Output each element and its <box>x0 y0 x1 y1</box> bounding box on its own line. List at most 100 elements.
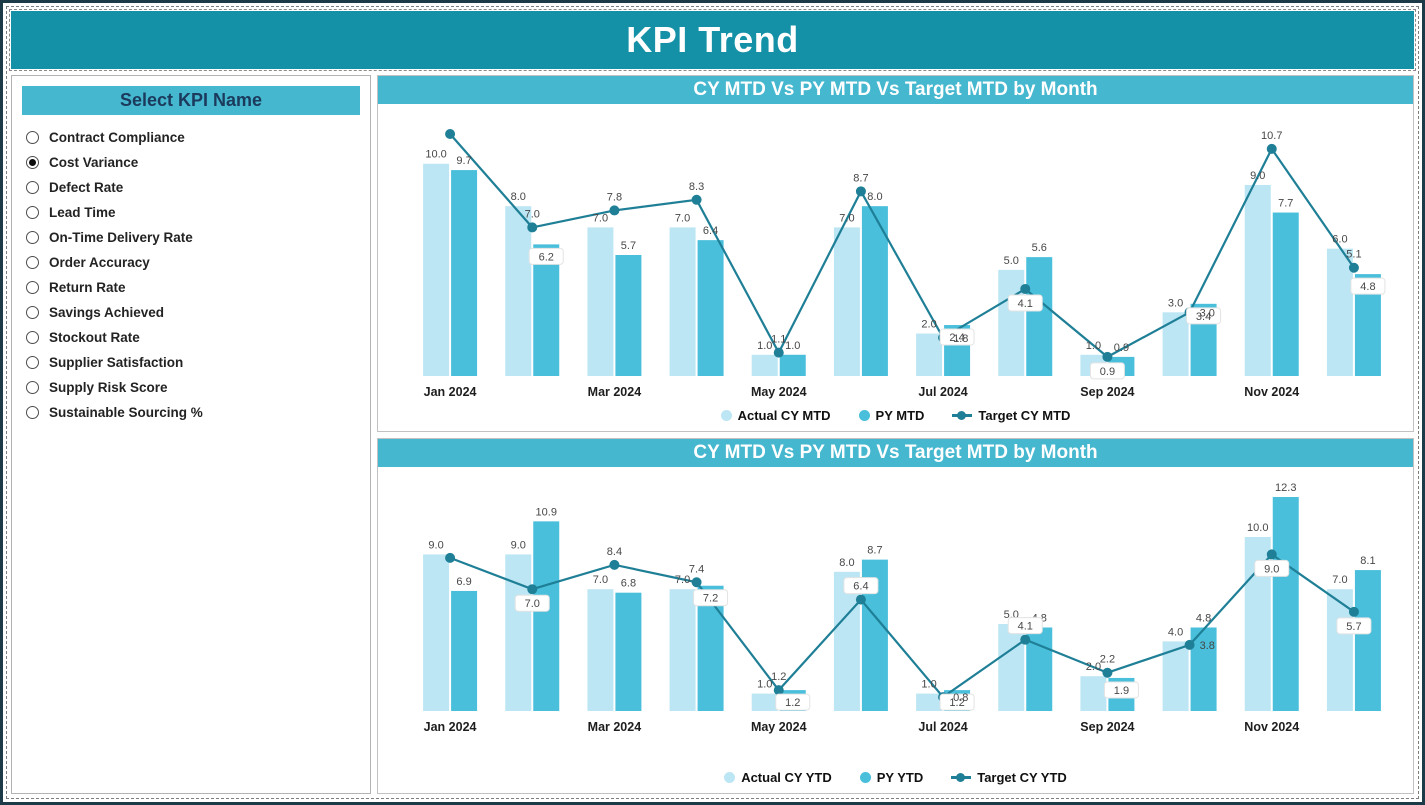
kpi-option-return-rate[interactable]: Return Rate <box>20 275 362 300</box>
bar-actual-cy-mtd[interactable] <box>669 227 696 376</box>
mtd-combo-chart[interactable]: 10.0 8.0 7.0 7.0 1.0 7.0 2.0 5.0 1.0 3.0 9.0 6.0 9.7… <box>381 108 1411 405</box>
target-line-marker[interactable] <box>608 205 619 216</box>
kpi-option-supply-risk-score[interactable]: Supply Risk Score <box>20 375 362 400</box>
bar-py-ytd[interactable] <box>614 592 641 711</box>
radio-selected-icon[interactable] <box>26 156 39 169</box>
target-line-marker[interactable] <box>855 594 866 605</box>
bar-py-ytd[interactable] <box>532 520 559 711</box>
bar-py-mtd[interactable] <box>532 244 559 376</box>
bar-py-ytd[interactable] <box>1272 496 1299 711</box>
bar-actual-cy-ytd[interactable] <box>833 571 860 711</box>
legend-py-ytd[interactable]: PY YTD <box>859 770 923 785</box>
bar-actual-cy-mtd[interactable] <box>1162 312 1189 376</box>
target-line-marker[interactable] <box>1266 548 1277 559</box>
mtd-chart-legend: Actual CY MTD PY MTD Target CY MTD <box>378 405 1413 431</box>
target-line-marker[interactable] <box>1184 639 1195 650</box>
legend-py-mtd[interactable]: PY MTD <box>858 408 924 423</box>
target-line-marker[interactable] <box>1348 606 1359 617</box>
kpi-option-cost-variance[interactable]: Cost Variance <box>20 150 362 175</box>
bar-actual-cy-ytd[interactable] <box>997 623 1024 711</box>
kpi-option-defect-rate[interactable]: Defect Rate <box>20 175 362 200</box>
target-line[interactable] <box>449 552 1355 699</box>
bar-py-mtd[interactable] <box>697 240 724 376</box>
legend-actual-cy-mtd[interactable]: Actual CY MTD <box>720 408 831 423</box>
bar-actual-cy-mtd[interactable] <box>833 227 860 376</box>
value-label: 1.0 <box>1085 340 1100 352</box>
bar-actual-cy-mtd[interactable] <box>751 354 778 376</box>
bar-py-ytd[interactable] <box>697 585 724 711</box>
legend-actual-cy-ytd[interactable]: Actual CY YTD <box>724 770 832 785</box>
bar-actual-cy-mtd[interactable] <box>586 227 613 376</box>
bar-actual-cy-ytd[interactable] <box>915 693 942 711</box>
label-background <box>514 594 550 612</box>
bar-actual-cy-ytd[interactable] <box>1079 675 1106 711</box>
bar-py-mtd[interactable] <box>779 354 806 376</box>
legend-target-cy-ytd[interactable]: Target CY YTD <box>951 770 1067 785</box>
kpi-option-on-time-delivery-rate[interactable]: On-Time Delivery Rate <box>20 225 362 250</box>
kpi-option-stockout-rate[interactable]: Stockout Rate <box>20 325 362 350</box>
bar-py-mtd[interactable] <box>614 255 641 376</box>
bar-py-ytd[interactable] <box>1354 569 1381 711</box>
radio-icon[interactable] <box>26 281 39 294</box>
radio-icon[interactable] <box>26 206 39 219</box>
target-line-marker[interactable] <box>1348 262 1359 273</box>
target-line-marker[interactable] <box>691 576 702 587</box>
target-line-marker[interactable] <box>444 552 455 563</box>
bar-actual-cy-mtd[interactable] <box>997 269 1024 376</box>
bar-actual-cy-ytd[interactable] <box>422 553 449 711</box>
target-line-marker[interactable] <box>691 194 702 205</box>
target-line-marker[interactable] <box>1019 634 1030 645</box>
legend-target-cy-mtd[interactable]: Target CY MTD <box>952 408 1070 423</box>
bar-actual-cy-ytd[interactable] <box>669 588 696 711</box>
radio-icon[interactable] <box>26 306 39 319</box>
target-line-marker[interactable] <box>608 559 619 570</box>
radio-icon[interactable] <box>26 356 39 369</box>
ytd-combo-chart[interactable]: 9.0 9.07.0 7.01.08.01.05.02.04.010.07.06.9… <box>381 471 1411 743</box>
kpi-option-lead-time[interactable]: Lead Time <box>20 200 362 225</box>
bar-py-mtd[interactable] <box>450 170 477 376</box>
radio-icon[interactable] <box>26 231 39 244</box>
target-line-marker[interactable] <box>526 222 537 233</box>
target-line-marker[interactable] <box>526 583 537 594</box>
kpi-option-savings-achieved[interactable]: Savings Achieved <box>20 300 362 325</box>
radio-icon[interactable] <box>26 406 39 419</box>
target-line[interactable] <box>448 133 1355 359</box>
bar-py-mtd[interactable] <box>1272 212 1299 376</box>
bar-actual-cy-mtd[interactable] <box>1244 184 1271 376</box>
bar-py-mtd[interactable] <box>1025 257 1052 376</box>
value-label: 10.0 <box>1247 522 1268 534</box>
radio-icon[interactable] <box>26 256 39 269</box>
target-line-marker[interactable] <box>444 129 455 139</box>
kpi-option-supplier-satisfaction[interactable]: Supplier Satisfaction <box>20 350 362 375</box>
bar-py-mtd[interactable] <box>861 206 888 376</box>
value-label: 2.0 <box>921 319 936 331</box>
target-line-marker[interactable] <box>1101 351 1112 362</box>
radio-icon[interactable] <box>26 131 39 144</box>
kpi-option-contract-compliance[interactable]: Contract Compliance <box>20 125 362 150</box>
target-line-marker[interactable] <box>855 186 866 197</box>
label-background <box>1335 616 1371 634</box>
bar-py-ytd[interactable] <box>450 590 477 711</box>
kpi-option-sustainable-sourcing[interactable]: Sustainable Sourcing % <box>20 400 362 425</box>
target-line-marker[interactable] <box>1019 283 1030 294</box>
bar-actual-cy-mtd[interactable] <box>1326 248 1353 376</box>
bar-actual-cy-ytd[interactable] <box>504 553 531 711</box>
target-line-marker[interactable] <box>1101 667 1112 678</box>
bar-actual-cy-ytd[interactable] <box>1326 588 1353 711</box>
target-line-marker[interactable] <box>773 684 784 695</box>
radio-icon[interactable] <box>26 381 39 394</box>
value-label: 7.0 <box>674 574 689 586</box>
bar-actual-cy-mtd[interactable] <box>422 163 449 376</box>
target-line-marker[interactable] <box>773 347 784 358</box>
x-axis-label: May 2024 <box>750 720 806 734</box>
bar-actual-cy-ytd[interactable] <box>751 693 778 711</box>
bar-actual-cy-mtd[interactable] <box>915 333 942 376</box>
bar-actual-cy-mtd[interactable] <box>504 206 531 376</box>
bar-actual-cy-ytd[interactable] <box>586 588 613 711</box>
value-label: 6.2 <box>538 251 553 263</box>
radio-icon[interactable] <box>26 331 39 344</box>
radio-icon[interactable] <box>26 181 39 194</box>
target-line-marker[interactable] <box>1266 143 1277 154</box>
bar-py-ytd[interactable] <box>1190 626 1217 711</box>
kpi-option-order-accuracy[interactable]: Order Accuracy <box>20 250 362 275</box>
